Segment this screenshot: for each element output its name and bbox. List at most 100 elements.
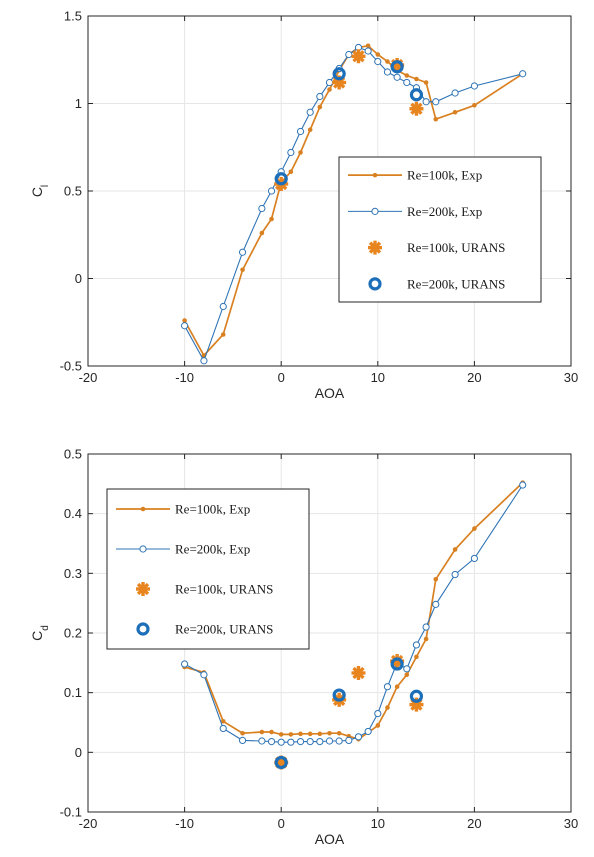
data-point (390, 657, 404, 671)
data-point (332, 67, 346, 81)
data-point (238, 736, 247, 745)
legend-marker (136, 582, 150, 596)
data-point (433, 116, 439, 122)
data-point (409, 88, 424, 102)
legend-marker (368, 240, 382, 255)
data-point (345, 736, 353, 745)
data-point (288, 169, 294, 175)
legend-marker (371, 207, 379, 215)
data-point (296, 127, 305, 136)
data-point (414, 654, 419, 660)
data-point (423, 636, 429, 642)
legend-item: Re=100k, Exp (116, 502, 250, 517)
x-tick-label: 0 (278, 816, 285, 831)
data-point (220, 719, 226, 724)
data-point (519, 70, 527, 78)
data-point (307, 127, 313, 133)
data-point (365, 43, 371, 49)
y-axis-label: Cl (29, 185, 51, 197)
legend-box (106, 488, 310, 650)
legend-item: Re=100k, Exp (348, 168, 482, 183)
y-axis-label: Cd (29, 625, 51, 641)
data-point (240, 730, 245, 736)
x-tick-label: -20 (79, 370, 98, 385)
data-point (298, 731, 303, 737)
legend-label: Re=200k, Exp (407, 204, 482, 219)
data-point (306, 737, 314, 746)
data-point (317, 104, 323, 110)
chart-2: -20 -10 0 10 20 30 -0.1 0 0.1 0.2 0.3 0.4 0.5 AOA Cd Re… (29, 447, 578, 848)
x-tick-label: -10 (175, 816, 194, 831)
x-tick-label: 30 (564, 816, 578, 831)
data-point (287, 738, 295, 746)
data-point (269, 216, 274, 222)
data-point (267, 737, 276, 746)
data-point (472, 102, 477, 108)
legend-label: Re=100k, Exp (175, 502, 250, 517)
y-tick-label: 0.5 (64, 447, 82, 462)
legend-item: Re=200k, Exp (116, 542, 250, 557)
x-tick-label: 20 (467, 370, 481, 385)
legend-marker (368, 277, 382, 291)
legend-label: Re=100k, URANS (175, 582, 273, 597)
x-tick-label: 30 (564, 370, 578, 385)
data-point (393, 73, 401, 81)
data-point (385, 705, 390, 710)
data-point (288, 732, 294, 737)
data-point (390, 60, 404, 74)
data-point (412, 641, 421, 649)
x-tick-label: 0 (278, 370, 285, 385)
legend: Re=100k, Exp Re=200k, Exp Re=100k, URANS Re… (106, 488, 310, 650)
y-tick-label: 0.2 (64, 626, 82, 641)
legend-label: Re=200k, URANS (407, 276, 505, 291)
data-point (519, 481, 527, 489)
y-axis-label-subscript: d (40, 625, 51, 631)
data-point (375, 52, 381, 57)
data-point (200, 671, 208, 679)
data-point (259, 230, 265, 236)
data-point (238, 248, 247, 256)
series-4 (274, 657, 424, 770)
y-tick-label: 0.4 (64, 506, 82, 521)
data-point (336, 730, 342, 736)
data-point (327, 87, 332, 92)
legend-marker (372, 172, 378, 178)
data-point (472, 526, 477, 531)
data-point (374, 57, 382, 66)
data-point (409, 101, 424, 116)
y-axis-label-subscript: l (40, 185, 51, 187)
x-tick-label: -10 (175, 370, 194, 385)
legend-marker (140, 506, 146, 512)
data-point (335, 737, 343, 745)
data-point (287, 148, 295, 157)
x-tick-label: 20 (467, 816, 481, 831)
data-point (220, 332, 226, 337)
data-point (296, 737, 305, 746)
y-tick-label: 1.5 (64, 9, 82, 24)
data-point (332, 688, 346, 702)
data-point (240, 267, 245, 273)
data-point (269, 729, 274, 735)
data-point (375, 723, 381, 728)
y-tick-label: -0.1 (60, 805, 82, 820)
data-point (274, 755, 288, 770)
data-point (307, 731, 313, 737)
data-point (383, 683, 392, 691)
legend-item: Re=200k, URANS (136, 622, 273, 637)
data-point (219, 302, 227, 311)
legend-item: Re=200k, URANS (368, 276, 505, 291)
y-tick-label: 1 (75, 96, 82, 111)
y-tick-label: 0.1 (64, 685, 82, 700)
data-point (259, 729, 265, 735)
legend-label: Re=100k, Exp (407, 168, 482, 183)
data-point (383, 68, 392, 76)
data-point (325, 737, 334, 745)
data-point (451, 89, 459, 97)
data-point (433, 577, 439, 582)
y-tick-label: 0.5 (64, 184, 82, 199)
data-point (403, 78, 411, 87)
data-point (181, 322, 189, 330)
data-point (404, 73, 410, 78)
y-tick-label: 0 (75, 271, 82, 286)
data-point (277, 738, 285, 746)
